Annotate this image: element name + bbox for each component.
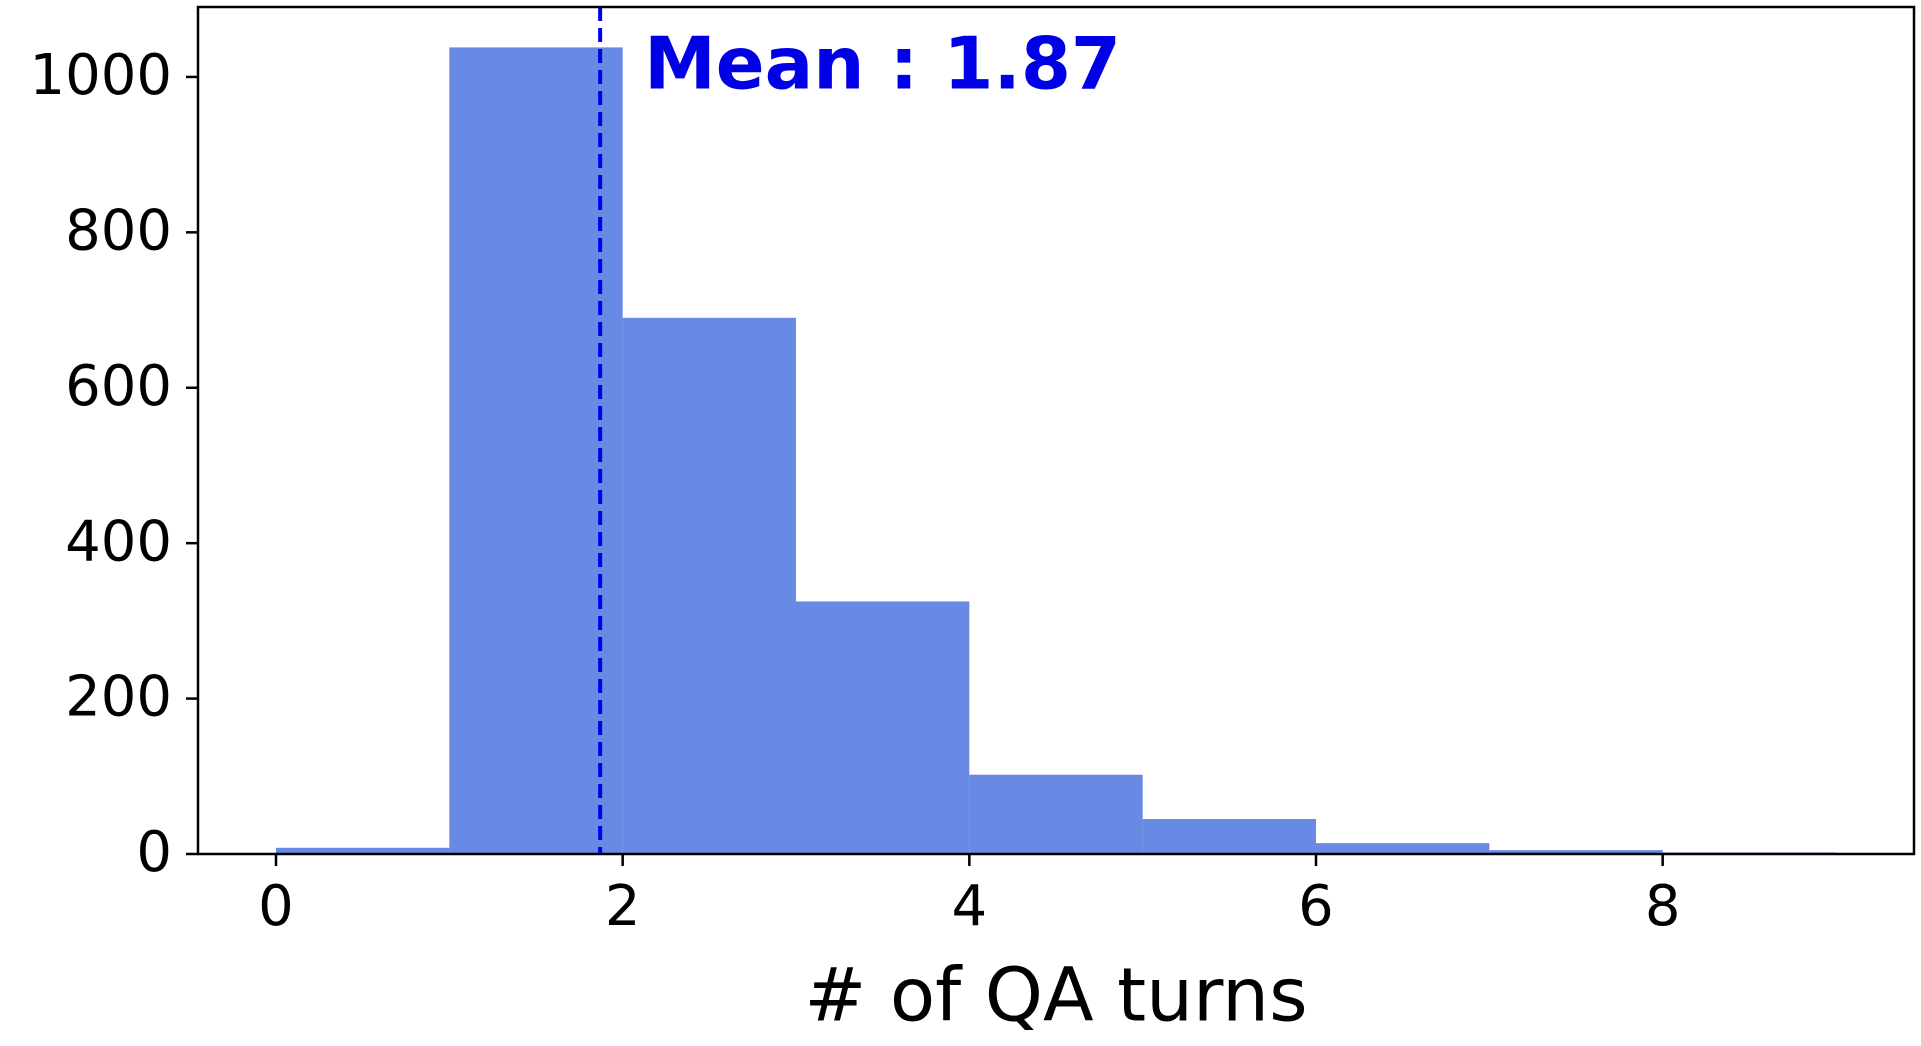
- bar: [1142, 819, 1316, 854]
- x-axis-label: # of QA turns: [804, 953, 1307, 1039]
- bar: [1489, 850, 1663, 854]
- bar: [449, 47, 623, 854]
- bar: [622, 317, 796, 854]
- plot-frame: [196, 5, 1916, 856]
- bar: [1316, 843, 1490, 854]
- x-tick-label: 4: [952, 874, 988, 939]
- y-tick-label: 600: [65, 354, 172, 419]
- y-tick-label: 1000: [29, 43, 172, 108]
- x-tick-label: 6: [1298, 874, 1334, 939]
- y-tick-label: 400: [65, 509, 172, 574]
- mean-label: Mean : 1.87: [644, 22, 1121, 106]
- x-tick-label: 2: [605, 874, 641, 939]
- x-tick-label: 8: [1645, 874, 1681, 939]
- bar: [796, 601, 970, 854]
- bar: [276, 847, 450, 854]
- y-tick-label: 800: [65, 198, 172, 263]
- bar: [969, 774, 1143, 854]
- y-tick-label: 200: [65, 665, 172, 730]
- y-tick-label: 0: [136, 820, 172, 885]
- x-tick-label: 0: [258, 874, 294, 939]
